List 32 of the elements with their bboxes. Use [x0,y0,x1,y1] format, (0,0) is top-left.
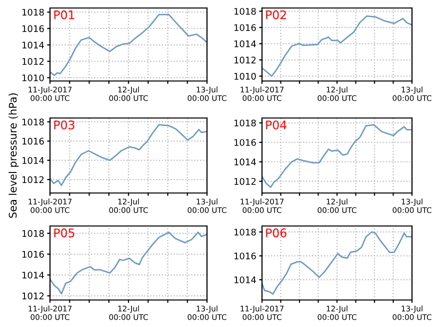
chart-title: P01 [54,10,74,20]
y-tick-label: 1018 [234,8,256,15]
y-tick-label: 1014 [22,42,44,48]
y-tick-label: 1014 [234,158,256,166]
y-tick-label: 1014 [22,157,44,164]
y-tick-label: 1016 [234,139,256,146]
y-tick-label: 1018 [22,118,44,126]
y-tick-label: 1014 [234,276,256,284]
y-tick-label: 1016 [22,138,44,145]
y-tick-label: 1016 [22,25,44,32]
y-tick-label: 1016 [234,24,256,32]
y-tick-label: 1012 [22,58,44,65]
chart-title: P06 [266,228,286,238]
y-tick-label: 1018 [22,230,44,237]
y-tick-label: 1012 [22,176,44,184]
chart-title: P05 [54,228,74,238]
y-tick-label: 1012 [234,56,256,64]
y-axis-title: Sea level pressure (hPa) [8,93,19,218]
y-tick-label: 1012 [234,178,256,185]
chart-title: P02 [266,10,286,20]
y-tick-label: 1010 [234,72,256,80]
y-tick-label: 1014 [22,272,44,279]
chart-title: P03 [54,120,74,130]
y-tick-label: 1018 [234,120,256,126]
y-tick-label: 1012 [22,292,44,300]
y-tick-label: 1016 [22,250,44,258]
y-tick-label: 1018 [234,228,256,236]
y-tick-label: 1016 [234,252,256,260]
y-tick-label: 1018 [22,8,44,16]
y-tick-label: 1010 [22,74,44,82]
chart-title: P04 [266,120,286,130]
y-tick-label: 1014 [234,40,256,48]
